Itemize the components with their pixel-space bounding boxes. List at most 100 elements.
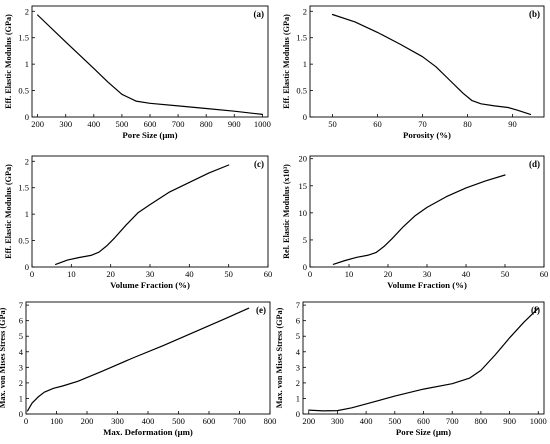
chart-panel-f: 200 300 400 500 600 700 800 900 1000 0 1 2 3 4 5 6 7 Pore… [275,300,547,437]
y-tick-label: 0 [303,112,307,122]
plot-frame [31,5,269,118]
y-axis-label: Eff. Elastic Modulus (GPa) [4,14,13,109]
x-tick-label: 0 [308,269,312,279]
y-tick-label: 2 [25,156,29,166]
x-tick-label: 200 [31,119,44,129]
y-tick-label: 1.5 [18,33,29,43]
y-tick-label: 0 [25,112,29,122]
panel-label: (e) [256,305,266,315]
y-tick-label: 0 [296,409,300,419]
x-axis-label: Max. Deformation (μm) [103,427,193,437]
y-tick-label: 1 [25,209,29,219]
y-axis-label: Rel. Elastic Modulus (x10³) [282,164,291,259]
x-tick-label: 300 [331,416,344,426]
x-tick-label: 1000 [530,416,547,426]
y-tick-label: 7 [296,300,300,310]
x-tick-label: 900 [503,416,516,426]
x-tick-label: 70 [418,119,427,129]
x-tick-label: 600 [203,416,216,426]
y-tick-label: 0 [303,262,307,272]
x-tick-label: 0 [30,269,34,279]
x-axis-label: Volume Fraction (%) [110,280,190,290]
x-axis-label: Pore Size (μm) [396,427,451,437]
y-tick-label: 1.5 [18,183,29,193]
y-tick-label: 4 [19,347,24,357]
y-tick-label: 0 [19,409,23,419]
plot-frame [25,301,271,415]
y-tick-label: 20 [299,154,308,164]
y-tick-label: 2 [25,6,29,16]
x-tick-label: 700 [233,416,246,426]
x-tick-label: 80 [463,119,472,129]
x-tick-label: 400 [360,416,373,426]
x-tick-label: 1000 [254,119,271,129]
y-tick-label: 1 [19,393,23,403]
x-tick-label: 30 [423,269,432,279]
x-tick-label: 400 [142,416,155,426]
x-tick-label: 300 [111,416,124,426]
chart-panel-a: 200 300 400 500 600 700 800 900 1000 0 0.5 1 1.5 2 Por… [4,5,271,140]
y-tick-label: 6 [296,316,300,326]
x-axis-label: Volume Fraction (%) [387,280,467,290]
y-tick-label: 15 [299,181,308,191]
x-tick-label: 200 [81,416,94,426]
x-tick-label: 900 [228,119,241,129]
plot-frame [309,5,545,118]
plot-frame [31,155,269,268]
y-tick-label: 7 [19,300,23,310]
y-tick-label: 2 [296,378,300,388]
y-tick-label: 0 [25,262,29,272]
y-tick-label: 6 [19,316,23,326]
x-tick-label: 100 [50,416,63,426]
x-tick-label: 10 [345,269,354,279]
y-tick-label: 4 [296,347,301,357]
y-tick-label: 3 [19,362,23,372]
x-tick-label: 0 [24,416,28,426]
y-tick-label: 5 [19,331,23,341]
x-tick-label: 600 [144,119,157,129]
y-axis-label: Eff. Elastic Modulus (GPa) [4,164,13,259]
panel-label: (b) [529,9,540,19]
x-tick-label: 50 [224,269,233,279]
y-tick-label: 3 [296,362,300,372]
y-tick-label: 0.5 [18,236,29,246]
x-tick-label: 50 [501,269,510,279]
data-series-line [331,13,532,115]
panel-label: (f) [531,305,540,315]
x-tick-label: 600 [417,416,430,426]
x-tick-label: 20 [106,269,115,279]
chart-panel-e: 0 100 200 300 400 500 600 700 800 0 1 2 3 4 5 6 7 Max. De… [0,300,276,437]
y-axis-label: Eff. Elastic Modulus (GPa) [282,14,291,109]
x-axis-label: Porosity (%) [403,130,451,140]
y-tick-label: 1 [296,393,300,403]
x-tick-label: 90 [508,119,517,129]
x-tick-label: 200 [302,416,315,426]
x-tick-label: 60 [264,269,273,279]
y-tick-label: 2 [303,6,307,16]
data-series-line [26,307,250,412]
data-series-line [332,174,506,265]
x-tick-label: 300 [59,119,72,129]
x-tick-label: 10 [67,269,76,279]
y-tick-label: 10 [299,208,308,218]
y-tick-label: 1 [303,59,307,69]
panel-label: (a) [254,9,265,19]
x-tick-label: 800 [264,416,277,426]
x-tick-label: 40 [462,269,471,279]
y-tick-label: 2 [19,378,23,388]
y-tick-label: 0.5 [18,86,29,96]
plot-frame [309,155,545,268]
data-series-line [37,14,263,115]
x-tick-label: 700 [172,119,185,129]
y-axis-label: Max. von Mises Stress (GPa) [0,307,7,408]
x-tick-label: 60 [540,269,549,279]
x-tick-label: 30 [146,269,155,279]
y-axis-label: Max. von Mises Stress (GPa) [275,307,284,408]
x-tick-label: 400 [87,119,100,129]
x-tick-label: 800 [200,119,213,129]
y-tick-label: 1 [25,59,29,69]
plot-frame [302,301,545,415]
y-tick-label: 5 [296,331,300,341]
